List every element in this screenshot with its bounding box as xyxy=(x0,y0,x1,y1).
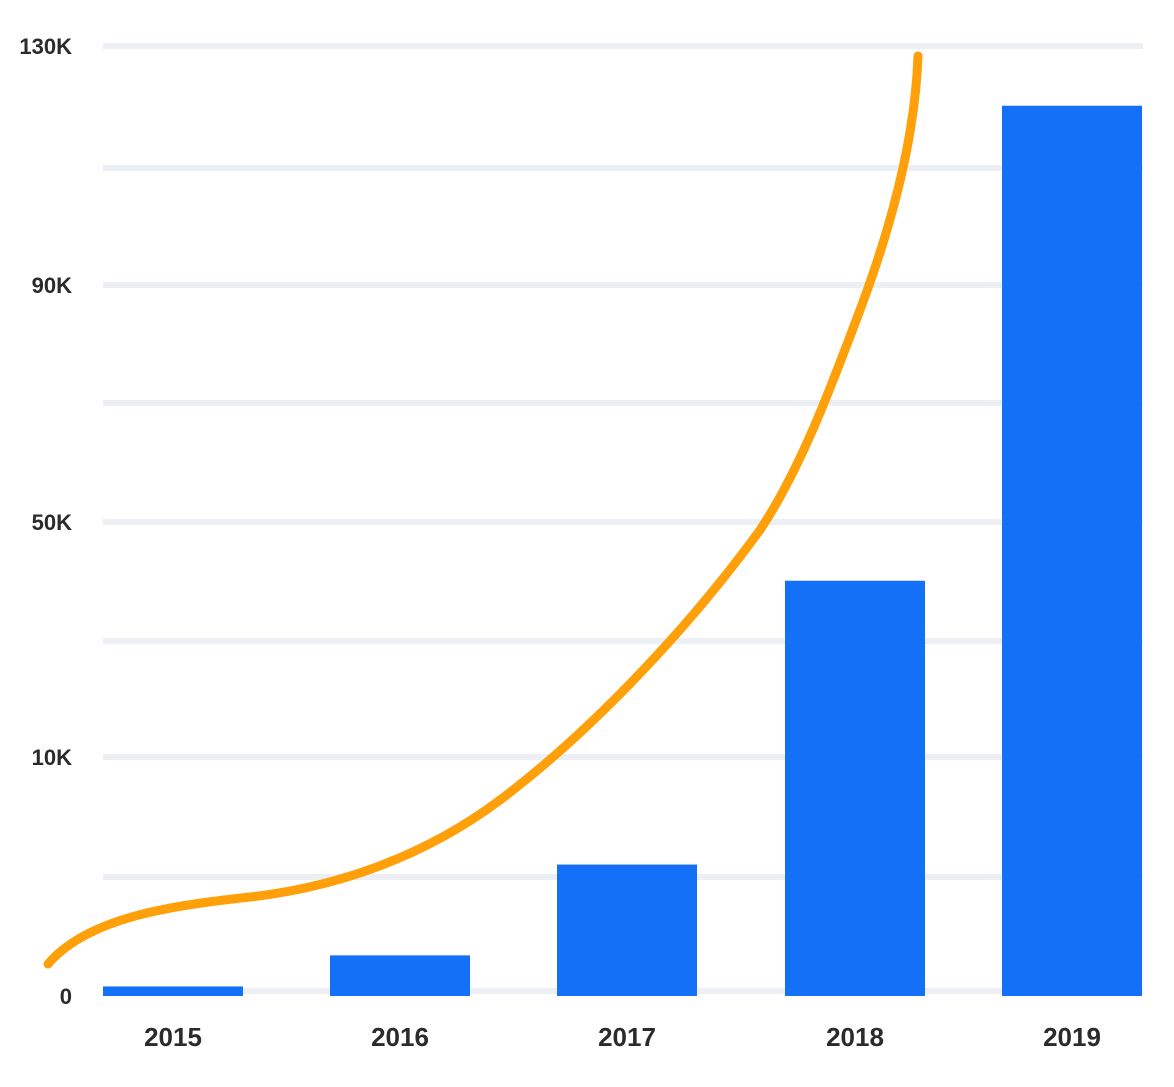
y-tick-label: 0 xyxy=(60,984,72,1009)
y-tick-label: 50K xyxy=(32,510,72,535)
y-axis-labels: 0 10K 50K 90K 130K xyxy=(19,34,72,1009)
y-tick-label: 10K xyxy=(32,745,72,770)
bar-2019 xyxy=(1002,105,1142,996)
x-tick-label: 2016 xyxy=(371,1022,429,1052)
trend-line xyxy=(43,51,923,969)
x-tick-label: 2015 xyxy=(144,1022,202,1052)
y-tick-label: 130K xyxy=(19,34,72,59)
gridlines xyxy=(103,43,1143,994)
bar-2015 xyxy=(103,986,243,996)
bar-2016 xyxy=(330,955,470,996)
x-tick-label: 2017 xyxy=(598,1022,656,1052)
x-axis-labels: 2015 2016 2017 2018 2019 xyxy=(144,1022,1101,1052)
x-tick-label: 2018 xyxy=(826,1022,884,1052)
bar-2018 xyxy=(785,580,925,996)
bars xyxy=(103,105,1142,996)
bar-2017 xyxy=(557,864,697,996)
x-tick-label: 2019 xyxy=(1043,1022,1101,1052)
y-tick-label: 90K xyxy=(32,273,72,298)
